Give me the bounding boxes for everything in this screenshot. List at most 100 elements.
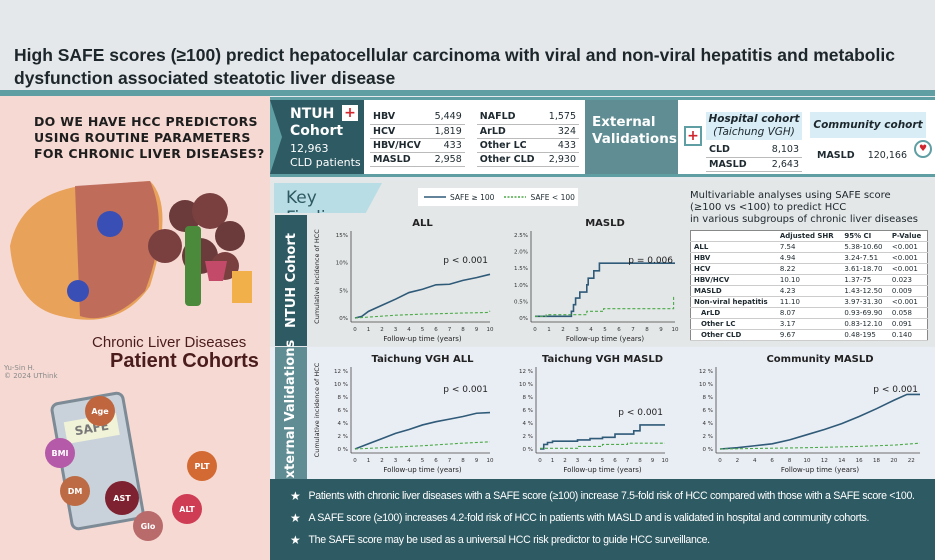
conclusion-text: A SAFE score (≥100) increases 4.2-fold r… — [308, 512, 870, 524]
table-row: HBV/HCV 10.10 1.37-75 0.023 — [690, 274, 928, 286]
series-line-safe-low — [535, 296, 675, 317]
x-tick-label: 6 — [434, 458, 438, 464]
p-value: <0.001 — [888, 241, 928, 253]
y-tick-label: 0 % — [338, 447, 348, 453]
cohort-label: Chronic Liver Diseases — [92, 334, 247, 351]
x-tick-label: 8 — [461, 327, 465, 333]
conclusions-panel: ★ Patients with chronic liver diseases wi… — [270, 479, 935, 560]
disease-name: MASLD — [370, 152, 429, 167]
confidence-interval: 5.38-10.60 — [841, 241, 889, 253]
p-value: <0.001 — [888, 296, 928, 308]
star-icon: ★ — [290, 489, 301, 503]
title-line: (≥100 vs <100) to predict HCC — [690, 202, 847, 213]
patient-count: 433 — [542, 138, 579, 153]
y-tick-label: 4 % — [523, 421, 533, 427]
series-line-safe-high — [354, 273, 491, 319]
y-tick-label: 0% — [339, 316, 348, 322]
y-tick-label: 6 % — [703, 408, 713, 414]
table-row: Other LC 3.17 0.83-12.10 0.091 — [690, 318, 928, 330]
adjusted-shr: 3.17 — [776, 318, 842, 330]
x-axis-label: Follow-up time (years) — [383, 466, 462, 474]
y-tick-label: 0.5% — [514, 299, 528, 305]
x-tick-label: 14 — [838, 458, 845, 464]
adjusted-shr: 4.23 — [776, 285, 842, 297]
subgroup: HBV/HCV — [690, 274, 777, 286]
x-tick-label: 2 — [563, 458, 567, 464]
x-tick-label: 1 — [547, 327, 551, 333]
table-row: MASLD 4.23 1.43-12.50 0.009 — [690, 285, 928, 297]
disease-name: CLD — [706, 143, 761, 158]
series-line-safe-low — [354, 310, 491, 319]
chart-title: Taichung VGH MASLD — [542, 354, 663, 365]
multivariable-title: Multivariable analyses using SAFE score … — [690, 190, 935, 226]
adjusted-shr: 11.10 — [776, 296, 842, 308]
table-row: Adjusted SHR 95% CI P-Value — [690, 230, 928, 242]
signature: Yu-Sin H. — [4, 364, 35, 372]
juice-glass-icon — [232, 271, 252, 303]
chart-ntuh-all: ALL 0% 5% 10% 15% 0 1 2 3 4 5 6 7 8 9 10 Follow-up time … — [313, 218, 494, 343]
ext-label: Validations — [592, 131, 677, 147]
illustration-panel: DO WE HAVE HCC PREDICTORS USING ROUTINE … — [0, 96, 270, 560]
ntuh-name: Cohort — [290, 123, 344, 139]
x-tick-label: 1 — [367, 327, 371, 333]
confidence-interval: 3.24-7.51 — [841, 252, 889, 264]
vertical-label: NTUH Cohort — [283, 233, 299, 328]
y-tick-label: 6 % — [523, 408, 533, 414]
p-value: <0.001 — [888, 252, 928, 264]
subgroup: Other CLD — [690, 329, 777, 341]
confidence-interval: 0.48-195 — [841, 329, 889, 341]
y-tick-label: 12 % — [334, 369, 348, 375]
adjusted-shr: 10.10 — [776, 274, 842, 286]
question-heading: DO WE HAVE HCC PREDICTORS USING ROUTINE … — [34, 114, 265, 162]
spacer — [465, 138, 477, 152]
subgroup: Other LC — [690, 318, 777, 330]
param-bubble: ALT — [172, 494, 202, 524]
ntuh-cohort-label: NTUH Cohort — [275, 215, 307, 346]
p-value: 0.023 — [888, 274, 928, 286]
confidence-interval: 3.61-18.70 — [841, 263, 889, 275]
hospital-icon: + — [684, 126, 702, 146]
table-row: Non-viral hepatitis 11.10 3.97-31.30 <0.001 — [690, 296, 928, 308]
y-tick-label: 10 % — [699, 382, 713, 388]
wine-glass-icon — [205, 261, 227, 281]
p-value-annotation: p < 0.001 — [443, 256, 488, 266]
column-header: Adjusted SHR — [776, 230, 842, 242]
y-tick-label: 6 % — [338, 408, 348, 414]
spacer — [465, 152, 477, 166]
external-validations-label: External Validations — [275, 339, 307, 487]
y-tick-label: 15% — [336, 233, 348, 239]
adjusted-shr: 9.67 — [776, 329, 842, 341]
hospital-table: CLD 8,103 MASLD 2,643 — [706, 143, 802, 172]
chart-title: Taichung VGH ALL — [372, 354, 475, 365]
disease-name: Other CLD — [476, 152, 543, 167]
x-tick-label: 5 — [421, 327, 425, 333]
chart-title: Community MASLD — [766, 354, 873, 365]
x-tick-label: 0 — [353, 327, 357, 333]
chart-title: ALL — [412, 218, 433, 229]
table-row: CLD 8,103 — [706, 143, 802, 158]
table-row: MASLD 2,643 — [706, 157, 802, 172]
x-tick-label: 3 — [394, 458, 398, 464]
x-tick-label: 10 — [672, 327, 679, 333]
table-row: HCV 8.22 3.61-18.70 <0.001 — [690, 263, 928, 275]
y-tick-label: 0 % — [703, 447, 713, 453]
page-title: High SAFE scores (≥100) predict hepatoce… — [14, 45, 895, 88]
chart-ntuh-masld: MASLD 0% 0.5% 1.0% 1.5% 2.0% 2.5% 0 1 2 3 4 5 6 7 8 9 10 F… — [514, 218, 679, 343]
chart-tvgh-masld: Taichung VGH MASLD 0 % 2 % 4 % 6 % 8 % 10 % 12 … — [519, 354, 669, 474]
adjusted-shr: 7.54 — [776, 241, 842, 253]
legend-item-low: SAFE < 100 — [504, 193, 575, 202]
y-axis-label: Cumulative incidence of HCC — [313, 229, 321, 324]
x-tick-label: 4 — [407, 458, 411, 464]
p-value: 0.009 — [888, 285, 928, 297]
disease-name: MASLD — [817, 149, 855, 161]
spacer — [465, 124, 477, 138]
confidence-interval: 1.43-12.50 — [841, 285, 889, 297]
conclusion-text: The SAFE score may be used as a universa… — [308, 534, 710, 546]
series-line-safe-low — [354, 441, 491, 450]
external-counts: + Hospital cohort (Taichung VGH) CLD 8,103… — [678, 100, 935, 174]
y-tick-label: 12 % — [699, 369, 713, 375]
hospital-cohort-header: Hospital cohort (Taichung VGH) — [706, 112, 802, 140]
x-tick-label: 10 — [487, 327, 494, 333]
x-tick-label: 1 — [367, 458, 371, 464]
y-axis-label: Cumulative incidence of HCC — [313, 362, 321, 457]
